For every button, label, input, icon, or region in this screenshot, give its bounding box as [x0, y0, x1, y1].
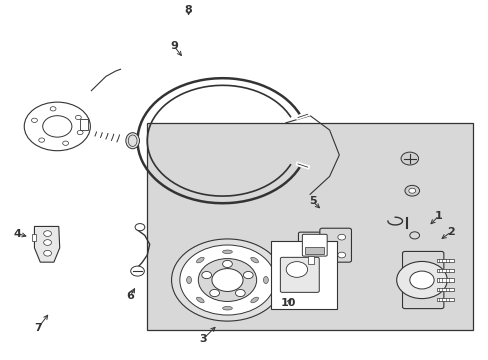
Circle shape [43, 250, 51, 256]
Circle shape [135, 224, 144, 231]
Text: 7: 7 [34, 323, 41, 333]
Circle shape [39, 138, 44, 142]
FancyBboxPatch shape [298, 232, 333, 264]
Text: 10: 10 [280, 298, 295, 308]
Circle shape [409, 271, 433, 289]
Bar [436, 298, 453, 301]
Bar [147, 123, 472, 330]
Circle shape [400, 152, 418, 165]
Circle shape [24, 102, 90, 151]
Ellipse shape [186, 276, 191, 284]
Circle shape [43, 231, 51, 237]
Circle shape [285, 262, 307, 277]
Ellipse shape [196, 297, 204, 303]
FancyBboxPatch shape [319, 228, 351, 262]
Circle shape [171, 239, 283, 321]
Text: 1: 1 [434, 211, 442, 221]
Circle shape [337, 252, 345, 258]
Circle shape [222, 260, 232, 267]
Ellipse shape [222, 250, 232, 253]
Circle shape [180, 245, 275, 315]
Bar [271, 241, 336, 309]
Circle shape [43, 240, 51, 246]
Circle shape [198, 258, 256, 301]
Bar [307, 256, 313, 264]
Circle shape [243, 271, 253, 279]
Circle shape [337, 234, 345, 240]
Ellipse shape [250, 257, 258, 263]
Text: 2: 2 [447, 227, 454, 237]
Text: 4: 4 [14, 229, 21, 239]
Circle shape [396, 261, 447, 298]
Circle shape [404, 185, 419, 196]
Circle shape [408, 188, 415, 193]
Bar [305, 247, 323, 254]
Text: 3: 3 [199, 334, 206, 344]
Circle shape [235, 289, 244, 297]
Text: 8: 8 [184, 5, 192, 15]
FancyBboxPatch shape [402, 251, 443, 309]
Bar [31, 234, 36, 241]
Circle shape [62, 141, 68, 145]
Bar [80, 119, 88, 130]
Ellipse shape [196, 257, 204, 263]
Circle shape [32, 118, 37, 122]
Circle shape [77, 130, 83, 135]
Polygon shape [34, 226, 60, 262]
Ellipse shape [250, 297, 258, 303]
Bar [436, 269, 453, 272]
Circle shape [211, 269, 243, 292]
Bar [436, 258, 453, 262]
Circle shape [202, 271, 211, 279]
Circle shape [50, 107, 56, 111]
Circle shape [209, 289, 219, 297]
FancyBboxPatch shape [302, 234, 326, 256]
Ellipse shape [222, 306, 232, 310]
FancyBboxPatch shape [280, 257, 319, 292]
Text: 6: 6 [126, 291, 134, 301]
Text: 5: 5 [308, 197, 316, 206]
Bar [436, 288, 453, 292]
Ellipse shape [125, 133, 139, 149]
Ellipse shape [263, 276, 268, 284]
Text: 9: 9 [170, 41, 178, 51]
Bar [436, 278, 453, 282]
Circle shape [75, 115, 81, 120]
Circle shape [130, 266, 144, 276]
